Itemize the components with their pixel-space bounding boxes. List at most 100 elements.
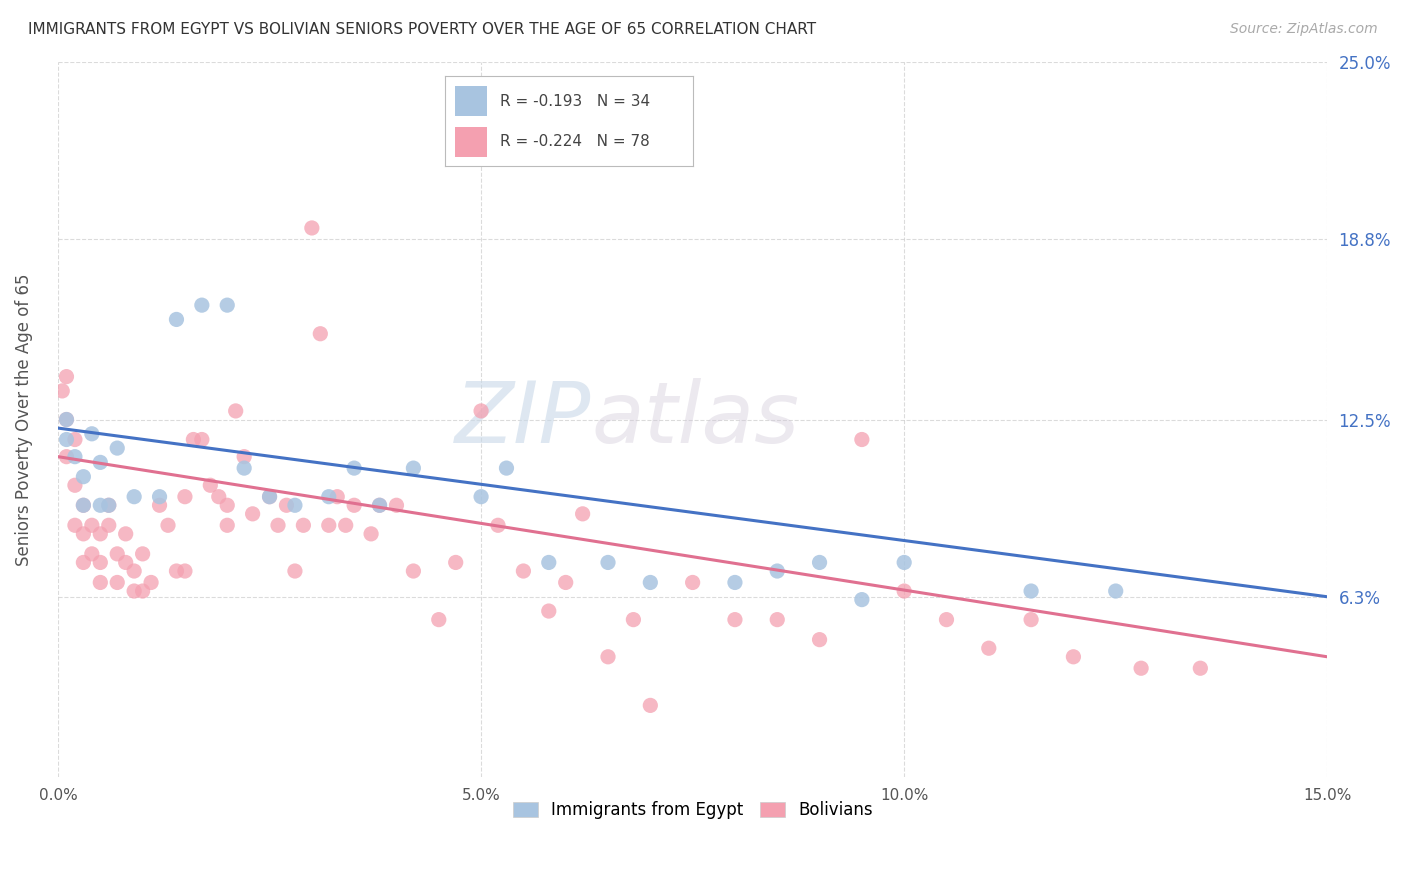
Point bbox=[444, 556, 467, 570]
Point bbox=[131, 547, 153, 561]
Point bbox=[335, 518, 357, 533]
Point bbox=[766, 564, 789, 578]
Point bbox=[343, 461, 366, 475]
Point bbox=[208, 490, 231, 504]
Point bbox=[402, 461, 425, 475]
Point bbox=[80, 426, 103, 441]
Point bbox=[368, 498, 391, 512]
Point bbox=[284, 498, 307, 512]
Point bbox=[174, 564, 197, 578]
Point bbox=[72, 469, 94, 483]
Point bbox=[1062, 649, 1084, 664]
Point bbox=[977, 641, 1000, 656]
Point bbox=[640, 575, 662, 590]
Point bbox=[114, 556, 136, 570]
Point bbox=[191, 298, 214, 312]
Text: Source: ZipAtlas.com: Source: ZipAtlas.com bbox=[1230, 22, 1378, 37]
Point bbox=[89, 575, 111, 590]
Point bbox=[1105, 584, 1128, 599]
Point bbox=[851, 433, 873, 447]
Point bbox=[808, 632, 831, 647]
Point bbox=[183, 433, 205, 447]
Point bbox=[1189, 661, 1212, 675]
Point bbox=[55, 412, 77, 426]
Point bbox=[640, 698, 662, 713]
Point bbox=[276, 498, 298, 512]
Point bbox=[89, 455, 111, 469]
Point bbox=[122, 490, 145, 504]
Point bbox=[139, 575, 162, 590]
Point bbox=[935, 613, 957, 627]
Point bbox=[114, 526, 136, 541]
Point bbox=[72, 498, 94, 512]
Point bbox=[554, 575, 576, 590]
Point bbox=[621, 613, 644, 627]
Point bbox=[200, 478, 222, 492]
Point bbox=[309, 326, 332, 341]
Point bbox=[105, 441, 128, 455]
Y-axis label: Seniors Poverty Over the Age of 65: Seniors Poverty Over the Age of 65 bbox=[15, 273, 32, 566]
Point bbox=[105, 575, 128, 590]
Point bbox=[63, 433, 86, 447]
Point bbox=[318, 490, 340, 504]
Point bbox=[233, 461, 256, 475]
Point bbox=[571, 507, 593, 521]
Point bbox=[217, 498, 239, 512]
Point bbox=[156, 518, 179, 533]
Point bbox=[72, 526, 94, 541]
Point bbox=[55, 412, 77, 426]
Point bbox=[97, 498, 120, 512]
Point bbox=[682, 575, 704, 590]
Point bbox=[233, 450, 256, 464]
Point bbox=[427, 613, 450, 627]
Point bbox=[596, 649, 619, 664]
Point bbox=[851, 592, 873, 607]
Point bbox=[259, 490, 281, 504]
Point bbox=[89, 556, 111, 570]
Point bbox=[893, 584, 915, 599]
Point bbox=[284, 564, 307, 578]
Point bbox=[470, 490, 492, 504]
Point bbox=[537, 604, 560, 618]
Point bbox=[596, 556, 619, 570]
Point bbox=[808, 556, 831, 570]
Point bbox=[724, 613, 747, 627]
Point bbox=[537, 556, 560, 570]
Point bbox=[148, 498, 170, 512]
Text: atlas: atlas bbox=[591, 378, 799, 461]
Point bbox=[97, 498, 120, 512]
Point bbox=[131, 584, 153, 599]
Point bbox=[217, 518, 239, 533]
Point bbox=[326, 490, 349, 504]
Text: IMMIGRANTS FROM EGYPT VS BOLIVIAN SENIORS POVERTY OVER THE AGE OF 65 CORRELATION: IMMIGRANTS FROM EGYPT VS BOLIVIAN SENIOR… bbox=[28, 22, 817, 37]
Point bbox=[55, 433, 77, 447]
Point bbox=[55, 369, 77, 384]
Point bbox=[51, 384, 73, 398]
Point bbox=[217, 298, 239, 312]
Point bbox=[105, 547, 128, 561]
Point bbox=[63, 478, 86, 492]
Point bbox=[72, 556, 94, 570]
Legend: Immigrants from Egypt, Bolivians: Immigrants from Egypt, Bolivians bbox=[506, 795, 879, 826]
Point bbox=[724, 575, 747, 590]
Point bbox=[1019, 584, 1042, 599]
Point bbox=[259, 490, 281, 504]
Point bbox=[486, 518, 509, 533]
Point bbox=[89, 526, 111, 541]
Point bbox=[89, 498, 111, 512]
Point bbox=[766, 613, 789, 627]
Point bbox=[318, 518, 340, 533]
Point bbox=[97, 518, 120, 533]
Point bbox=[893, 556, 915, 570]
Point bbox=[470, 404, 492, 418]
Point bbox=[292, 518, 315, 533]
Point bbox=[1019, 613, 1042, 627]
Point bbox=[225, 404, 247, 418]
Point bbox=[148, 490, 170, 504]
Point bbox=[1130, 661, 1153, 675]
Point bbox=[122, 584, 145, 599]
Point bbox=[191, 433, 214, 447]
Point bbox=[80, 547, 103, 561]
Point bbox=[385, 498, 408, 512]
Point bbox=[301, 221, 323, 235]
